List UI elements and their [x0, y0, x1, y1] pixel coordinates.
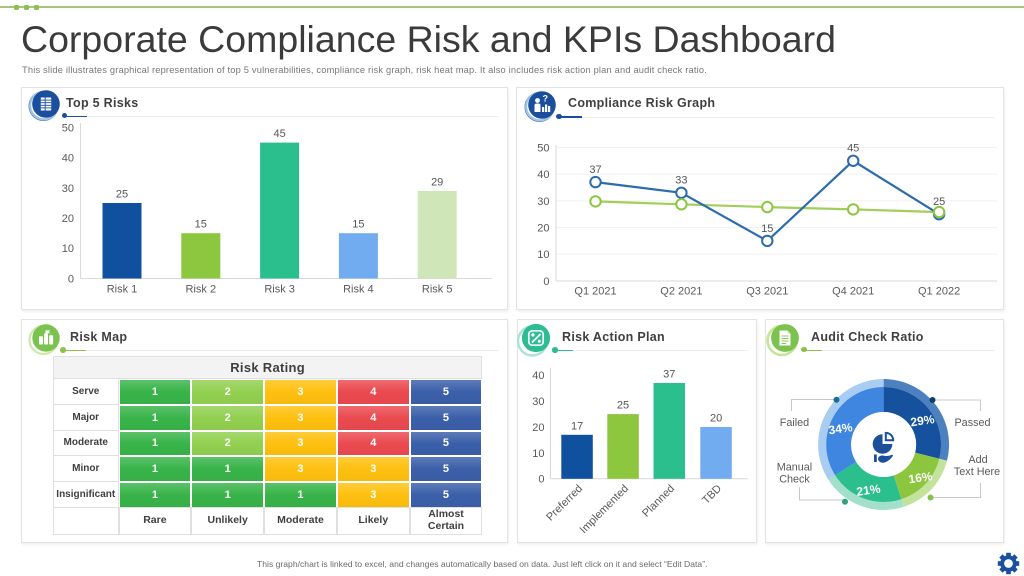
svg-text:15: 15 — [352, 219, 364, 231]
svg-text:45: 45 — [273, 128, 285, 140]
svg-text:Risk 2: Risk 2 — [186, 284, 217, 296]
svg-text:40: 40 — [537, 169, 549, 181]
svg-text:25: 25 — [933, 196, 945, 208]
svg-text:20: 20 — [710, 413, 722, 425]
svg-text:Preferred: Preferred — [544, 483, 585, 524]
svg-text:37: 37 — [663, 369, 675, 381]
svg-text:30: 30 — [62, 183, 74, 195]
svg-text:40: 40 — [532, 370, 544, 382]
svg-text:Passed: Passed — [954, 417, 990, 429]
svg-text:Manual: Manual — [777, 462, 812, 474]
svg-text:0: 0 — [538, 474, 544, 486]
svg-text:Q2 2021: Q2 2021 — [660, 286, 702, 298]
svg-text:Failed: Failed — [780, 417, 809, 429]
svg-text:45: 45 — [847, 143, 859, 155]
svg-text:20: 20 — [532, 422, 544, 434]
svg-text:Q1 2022: Q1 2022 — [918, 286, 960, 298]
svg-text:Risk 3: Risk 3 — [264, 284, 295, 296]
svg-text:17: 17 — [571, 420, 583, 432]
svg-text:Risk 1: Risk 1 — [107, 284, 138, 296]
svg-text:Implemented: Implemented — [578, 483, 631, 536]
svg-text:30: 30 — [532, 396, 544, 408]
svg-text:29%: 29% — [910, 412, 936, 429]
svg-text:50: 50 — [62, 122, 74, 134]
svg-text:Text Here: Text Here — [954, 466, 1000, 478]
svg-text:10: 10 — [62, 243, 74, 255]
svg-text:TBD: TBD — [700, 483, 724, 507]
svg-text:34%: 34% — [828, 420, 854, 437]
svg-text:37: 37 — [589, 164, 601, 176]
svg-text:Q4 2021: Q4 2021 — [832, 286, 874, 298]
svg-text:?: ? — [542, 93, 548, 103]
svg-text:30: 30 — [537, 196, 549, 208]
svg-text:50: 50 — [537, 142, 549, 154]
svg-text:29: 29 — [431, 176, 443, 188]
svg-text:Planned: Planned — [640, 483, 677, 520]
svg-text:25: 25 — [116, 189, 128, 201]
svg-text:0: 0 — [68, 273, 74, 285]
svg-text:20: 20 — [62, 213, 74, 225]
svg-text:40: 40 — [62, 153, 74, 165]
svg-text:Q1 2021: Q1 2021 — [574, 286, 616, 298]
svg-text:Risk 4: Risk 4 — [343, 284, 374, 296]
svg-text:10: 10 — [537, 249, 549, 261]
svg-text:Add: Add — [968, 454, 987, 466]
svg-text:Risk 5: Risk 5 — [422, 284, 453, 296]
svg-text:33: 33 — [675, 175, 687, 187]
svg-text:10: 10 — [532, 448, 544, 460]
svg-text:20: 20 — [537, 223, 549, 235]
svg-text:16%: 16% — [908, 469, 934, 486]
svg-text:Q3 2021: Q3 2021 — [746, 286, 788, 298]
svg-text:15: 15 — [195, 219, 207, 231]
svg-text:15: 15 — [761, 223, 773, 235]
svg-text:0: 0 — [543, 276, 549, 288]
svg-text:25: 25 — [617, 400, 629, 412]
svg-text:21%: 21% — [856, 482, 882, 499]
svg-text:Check: Check — [779, 474, 810, 486]
